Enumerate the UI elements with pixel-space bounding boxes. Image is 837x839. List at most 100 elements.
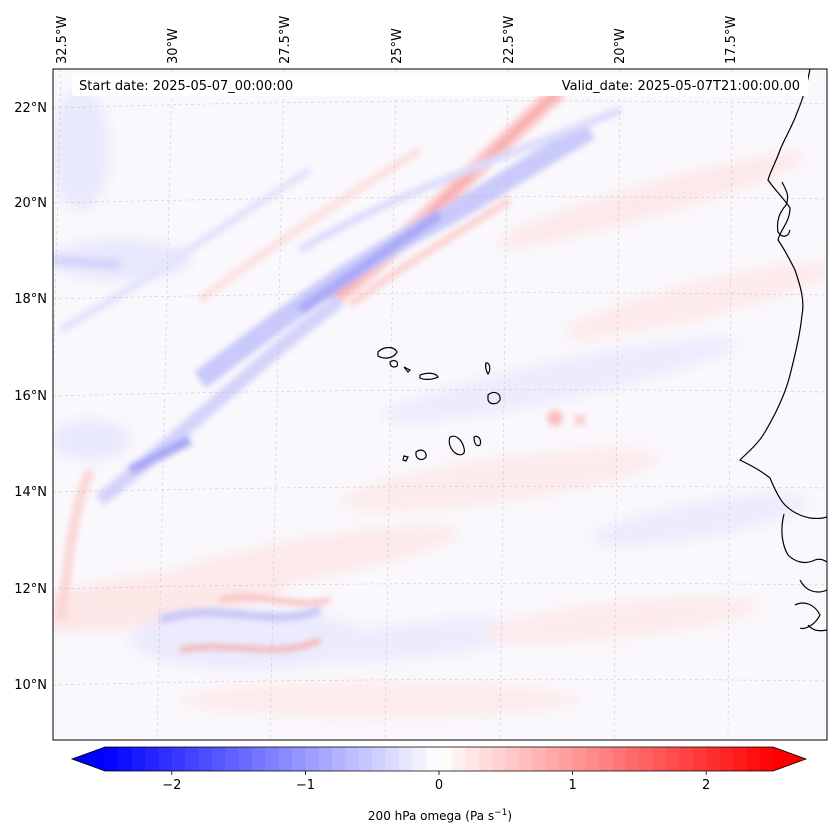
date-header-band (72, 75, 808, 96)
colorbar-segment (505, 747, 520, 771)
colorbar-segment (318, 747, 333, 771)
colorbar-segment (706, 747, 721, 771)
colorbar-segment (358, 747, 373, 771)
lat-label: 20°N (14, 196, 47, 211)
colorbar-segment (439, 747, 453, 771)
lon-label: 22.5°W (502, 16, 517, 64)
colorbar-segment (719, 747, 734, 771)
colorbar-segment (639, 747, 654, 771)
colorbar-segment (345, 747, 360, 771)
colorbar-segment (612, 747, 627, 771)
colorbar-label-exponent: −1 (494, 808, 507, 818)
africa-coastline (738, 69, 827, 520)
colorbar-segment (105, 747, 119, 771)
colorbar-segment (238, 747, 253, 771)
colorbar-segment (692, 747, 707, 771)
colorbar-segment (278, 747, 293, 771)
colorbar-extend-low (72, 747, 105, 771)
lon-label: 32.5°W (55, 16, 70, 64)
colorbar-tick-label: 2 (702, 778, 710, 793)
longitude-labels: 32.5°W 30°W 27.5°W 25°W 22.5°W 20°W 17.5… (55, 16, 739, 64)
lat-label: 12°N (14, 582, 47, 597)
colorbar-segment (211, 747, 226, 771)
island-sao-nicolau (419, 372, 439, 380)
colorbar-segment (145, 747, 159, 771)
colorbar-segment (492, 747, 507, 771)
colorbar-segment (265, 747, 280, 771)
colorbar-tick-label: −1 (296, 778, 315, 793)
colorbar-segment (572, 747, 587, 771)
colorbar-segment (759, 747, 774, 771)
lat-label: 10°N (14, 678, 47, 693)
island-fogo (415, 449, 427, 461)
colorbar-segment (479, 747, 493, 771)
colorbar-label: 200 hPa omega (Pa s−1) (368, 808, 512, 823)
colorbar-tick-label: 1 (568, 778, 576, 793)
lon-label: 30°W (166, 28, 181, 64)
colorbar-segment (732, 747, 747, 771)
colorbar-segment (251, 747, 266, 771)
colorbar-segment (519, 747, 534, 771)
colorbar-tick-label: −2 (162, 778, 181, 793)
colorbar-segment (425, 747, 440, 771)
colorbar-segment (559, 747, 574, 771)
colorbar-segment (118, 747, 133, 771)
island-santo-antao (377, 346, 398, 359)
graticule (53, 69, 827, 740)
lat-label: 22°N (14, 101, 47, 116)
colorbar-segment (158, 747, 173, 771)
colorbar-segment (465, 747, 480, 771)
colorbar-label-main: 200 hPa omega (Pa s (368, 809, 494, 823)
colorbar-segment (198, 747, 213, 771)
colorbar-segment (385, 747, 400, 771)
island-boa-vista (487, 391, 501, 405)
lon-label: 20°W (613, 28, 628, 64)
coastlines (377, 69, 827, 632)
colorbar-segments (105, 747, 774, 771)
colorbar-segment (666, 747, 680, 771)
colorbar-segment (452, 747, 467, 771)
map-panel: Start date: 2025-05-07_00:00:00 Valid_da… (53, 69, 827, 740)
map-frame (52, 68, 828, 741)
island-maio (473, 435, 482, 447)
colorbar-segment (599, 747, 614, 771)
colorbar-ticks: −2 −1 0 1 2 (162, 771, 710, 793)
lon-label: 27.5°W (278, 16, 293, 64)
start-date-label: Start date: 2025-05-07_00:00:00 (79, 79, 293, 94)
colorbar-segment (292, 747, 306, 771)
colorbar-segment (585, 747, 600, 771)
colorbar-extend-high (773, 747, 806, 771)
island-sal (485, 362, 491, 376)
colorbar-segment (185, 747, 200, 771)
colorbar-segment (225, 747, 240, 771)
colorbar: −2 −1 0 1 2 200 hPa omega (Pa s−1) (70, 746, 808, 823)
lon-label: 17.5°W (724, 16, 739, 64)
colorbar-segment (679, 747, 694, 771)
island-santiago (448, 435, 465, 456)
colorbar-segment (412, 747, 427, 771)
island-brava (402, 455, 409, 462)
lat-label: 18°N (14, 292, 47, 307)
colorbar-segment (652, 747, 667, 771)
colorbar-outline (70, 746, 808, 772)
latitude-labels: 22°N 20°N 18°N 16°N 14°N 12°N 10°N (14, 101, 47, 693)
colorbar-segment (398, 747, 413, 771)
colorbar-segment (626, 747, 640, 771)
valid-date-label: Valid_date: 2025-05-07T21:00:00.00 (562, 79, 800, 94)
lat-label: 14°N (14, 485, 47, 500)
lon-label: 25°W (390, 28, 405, 64)
colorbar-segment (305, 747, 320, 771)
colorbar-segment (532, 747, 547, 771)
omega-field-background (53, 90, 827, 718)
island-santa-luzia (403, 366, 412, 373)
colorbar-segment (332, 747, 346, 771)
colorbar-segment (171, 747, 186, 771)
colorbar-label-tail: ) (507, 809, 512, 823)
colorbar-segment (545, 747, 560, 771)
island-sao-vicente (389, 360, 399, 368)
colorbar-segment (372, 747, 387, 771)
colorbar-tick-label: 0 (435, 778, 443, 793)
omega-field-bands (53, 83, 622, 653)
colorbar-segment (131, 747, 146, 771)
